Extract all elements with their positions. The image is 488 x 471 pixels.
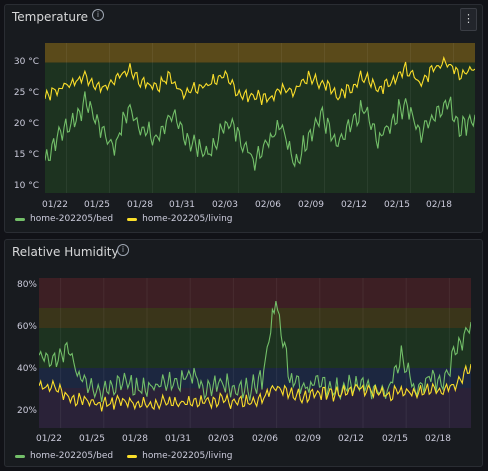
legend-label: home-202205/bed	[30, 451, 114, 461]
threshold-band	[39, 308, 471, 328]
x-tick: 02/15	[382, 434, 408, 444]
y-tick: 80%	[16, 280, 37, 290]
threshold-band	[45, 43, 475, 63]
x-tick: 01/22	[36, 434, 62, 444]
x-tick: 02/03	[208, 434, 234, 444]
info-icon[interactable]: i	[117, 244, 129, 256]
y-tick: 60%	[16, 322, 37, 332]
x-tick: 01/22	[42, 200, 68, 210]
y-tick: 10 °C	[13, 181, 39, 191]
legend-item-bed[interactable]: home-202205/bed	[15, 214, 113, 224]
y-tick: 20 °C	[13, 119, 39, 129]
x-tick: 01/28	[127, 200, 153, 210]
x-tick: 02/12	[341, 200, 367, 210]
y-tick: 40%	[16, 364, 37, 374]
series-swatch	[15, 217, 25, 221]
humidity-chart	[39, 278, 471, 428]
x-tick: 02/18	[426, 200, 452, 210]
series-swatch	[127, 217, 138, 221]
y-tick: 20%	[16, 406, 37, 416]
x-tick: 02/06	[255, 200, 281, 210]
legend-item-living[interactable]: home-202205/living	[127, 451, 233, 461]
x-tick: 02/15	[384, 200, 410, 210]
temperature-panel: Temperature i ⋮ 30 °C 25 °C 20 °C 15 °C …	[4, 4, 483, 233]
temperature-chart	[45, 43, 475, 193]
x-tick: 01/31	[169, 200, 195, 210]
y-tick: 30 °C	[13, 57, 39, 67]
y-tick: 15 °C	[13, 150, 39, 160]
legend-item-living[interactable]: home-202205/living	[127, 214, 233, 224]
series-line-living	[39, 363, 471, 412]
threshold-band	[39, 368, 471, 388]
legend: home-202205/bed home-202205/living	[15, 214, 247, 224]
legend: home-202205/bed home-202205/living	[15, 451, 247, 461]
series-line-living	[45, 55, 475, 106]
x-tick: 02/06	[252, 434, 278, 444]
legend-label: home-202205/living	[142, 451, 233, 461]
x-tick: 02/03	[212, 200, 238, 210]
x-tick: 02/12	[338, 434, 364, 444]
panel-menu-icon[interactable]: ⋮	[460, 8, 477, 31]
legend-item-bed[interactable]: home-202205/bed	[15, 451, 113, 461]
series-line-bed	[39, 300, 471, 402]
x-tick: 02/09	[295, 434, 321, 444]
x-tick: 01/25	[84, 200, 110, 210]
series-swatch	[127, 454, 138, 458]
threshold-band	[39, 388, 471, 428]
info-icon[interactable]: i	[92, 9, 104, 21]
series-swatch	[15, 454, 25, 458]
legend-label: home-202205/bed	[30, 214, 114, 224]
x-tick: 02/18	[425, 434, 451, 444]
x-tick: 02/09	[298, 200, 324, 210]
humidity-panel: Relative Humidity i 80% 60% 40% 20% 01/2…	[4, 239, 483, 467]
series-line-bed	[45, 91, 475, 171]
x-tick: 01/28	[122, 434, 148, 444]
threshold-band	[39, 328, 471, 368]
threshold-band	[45, 62, 475, 193]
x-tick: 01/25	[79, 434, 105, 444]
panel-title: Relative Humidity	[12, 245, 119, 259]
x-tick: 01/31	[165, 434, 191, 444]
panel-title: Temperature	[12, 10, 89, 24]
legend-label: home-202205/living	[142, 214, 233, 224]
y-tick: 25 °C	[13, 88, 39, 98]
threshold-band	[39, 278, 471, 308]
